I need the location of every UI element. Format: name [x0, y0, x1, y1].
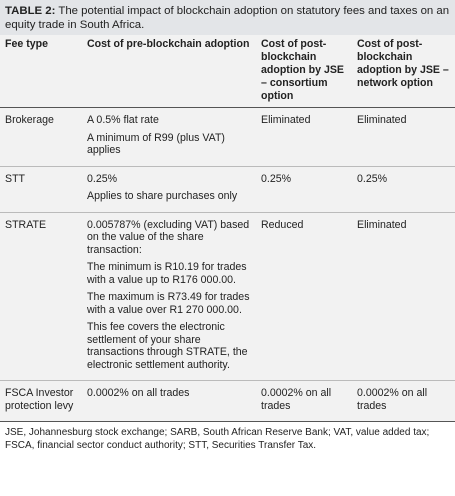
caption-text: The potential impact of blockchain adopt…	[5, 5, 450, 31]
cell-text: 0.0002% on all trades	[261, 387, 332, 412]
cell-text: 0.0002% on all trades	[87, 387, 190, 399]
header-cell: Cost of pre-blockchain adoption	[82, 35, 256, 108]
table-cell: 0.0002% on all trades	[352, 380, 455, 421]
table-cell: 0.005787% (excluding VAT) based on the v…	[82, 211, 256, 381]
cell-text: Brokerage	[5, 114, 54, 126]
cell-text: 0.25%	[87, 172, 118, 185]
table-cell: Eliminated	[352, 211, 455, 381]
cell-text: Eliminated	[261, 114, 311, 126]
caption-label: TABLE 2:	[5, 5, 56, 17]
table-row: FSCA Investor protection levy 0.0002% on …	[0, 380, 455, 421]
table-cell: STT	[0, 165, 82, 212]
table-cell: Reduced	[256, 211, 352, 381]
cell-text: Reduced	[261, 218, 304, 231]
table-cell: 0.25%	[352, 165, 455, 212]
header-cell: Fee type	[0, 35, 82, 108]
table-row: STT 0.25% Applies to share purchases only 0…	[0, 165, 455, 212]
table-cell: 0.25%	[256, 165, 352, 212]
table-cell: A 0.5% flat rate A minimum of R99 (plus V…	[82, 108, 256, 167]
cell-text: STRATE	[5, 218, 47, 231]
cell-text: Eliminated	[357, 114, 407, 126]
table: Fee type Cost of pre-blockchain adoption C…	[0, 35, 455, 421]
cell-text: 0.005787% (excluding VAT) based on the v…	[87, 218, 250, 256]
cell-text: Eliminated	[357, 218, 407, 231]
cell-text: Applies to share purchases only	[87, 190, 238, 202]
table-cell: FSCA Investor protection levy	[0, 380, 82, 421]
table-body: Brokerage A 0.5% flat rate A minimum of R9…	[0, 108, 455, 421]
header-cell: Cost of post-blockchain adoption by JSE …	[352, 35, 455, 108]
table-cell: Eliminated	[352, 108, 455, 167]
table-cell: Eliminated	[256, 108, 352, 167]
table-row: STRATE 0.005787% (excluding VAT) based on…	[0, 211, 455, 381]
cell-text: A minimum of R99 (plus VAT) applies	[87, 131, 225, 157]
cell-text: The minimum is R10.19 for trades with a …	[87, 261, 247, 286]
footnote: JSE, Johannesburg stock exchange; SARB, …	[0, 421, 455, 457]
table-cell: STRATE	[0, 211, 82, 381]
header-row: Fee type Cost of pre-blockchain adoption C…	[0, 35, 455, 108]
table-cell: 0.0002% on all trades	[256, 380, 352, 421]
table-cell: Brokerage	[0, 108, 82, 167]
table-cell: 0.25% Applies to share purchases only	[82, 165, 256, 212]
table-cell: 0.0002% on all trades	[82, 380, 256, 421]
cell-text: A 0.5% flat rate	[87, 114, 159, 126]
cell-text: The maximum is R73.49 for trades with a …	[87, 291, 250, 316]
cell-text: 0.25%	[261, 172, 292, 185]
cell-text: FSCA Investor protection levy	[5, 387, 74, 412]
caption: TABLE 2: The potential impact of blockch…	[0, 0, 455, 35]
cell-text: 0.0002% on all trades	[357, 387, 428, 412]
cell-text: This fee covers the electronic settlemen…	[87, 321, 248, 371]
table-row: Brokerage A 0.5% flat rate A minimum of R9…	[0, 108, 455, 167]
cell-text: 0.25%	[357, 172, 388, 185]
header-cell: Cost of post-blockchain adoption by JSE …	[256, 35, 352, 108]
cell-text: STT	[5, 172, 26, 185]
